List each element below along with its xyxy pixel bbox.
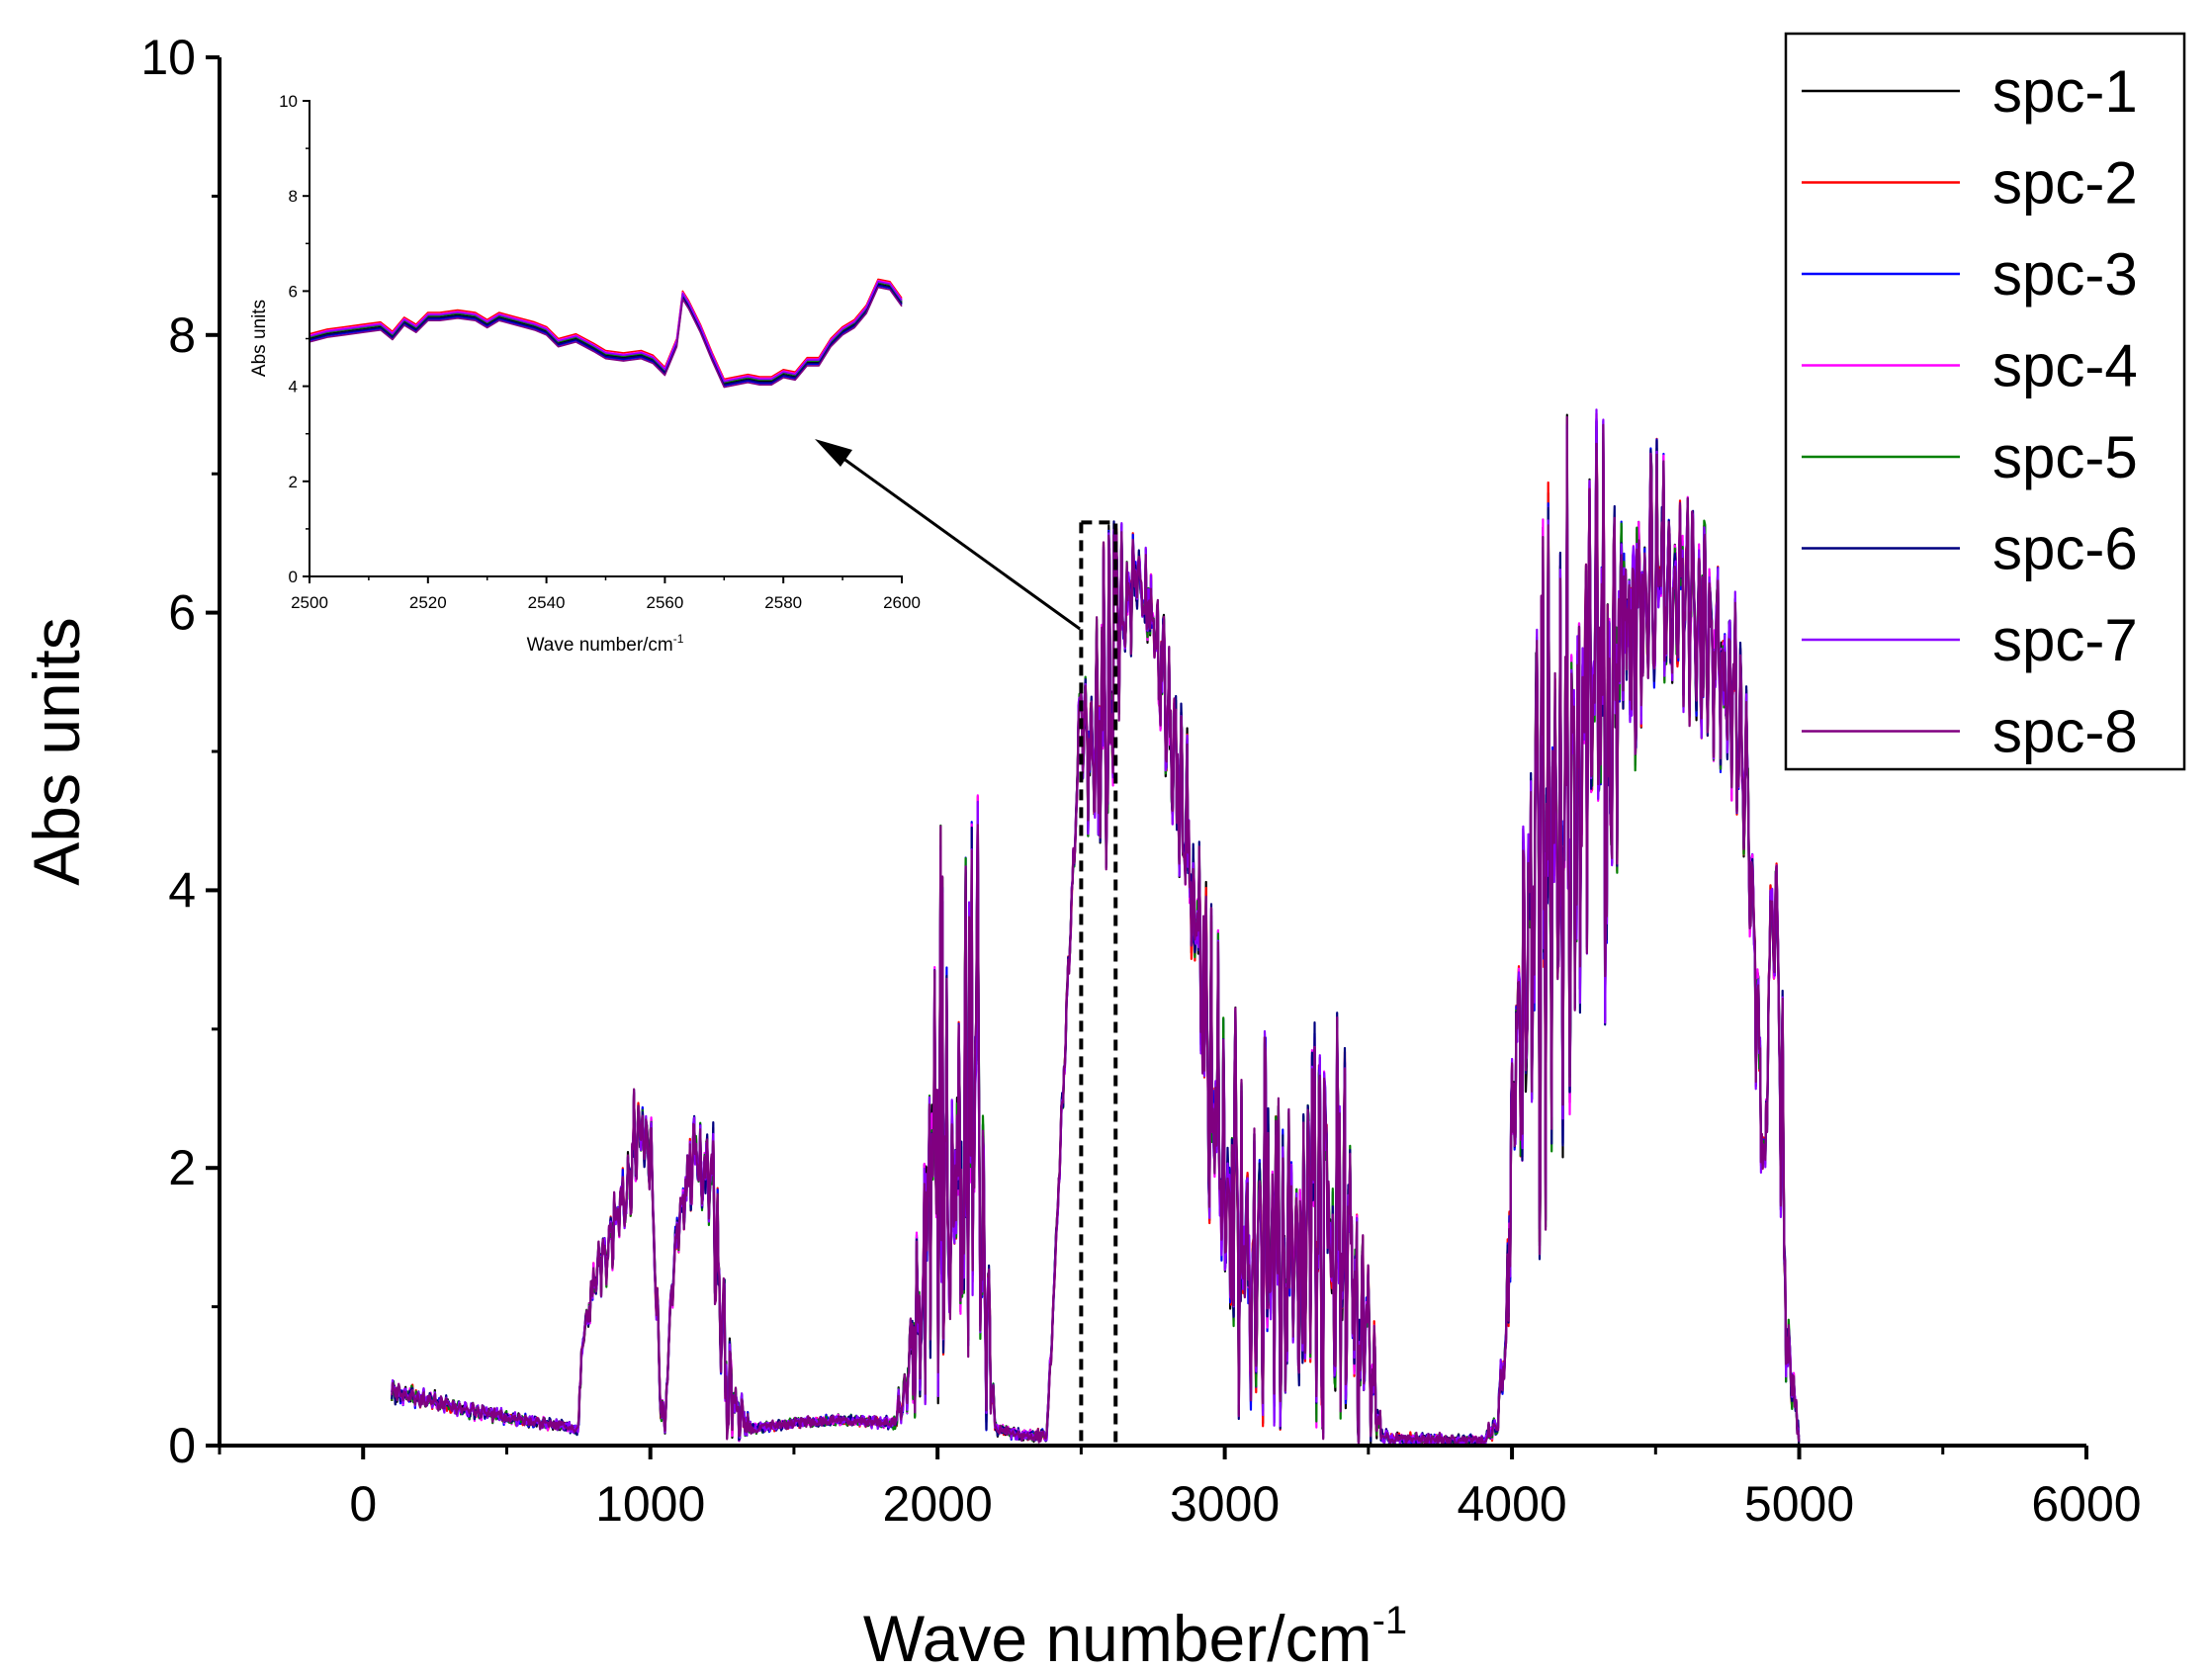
main-series-group bbox=[391, 408, 1801, 1448]
legend-label-spc-3: spc-3 bbox=[1992, 241, 2138, 308]
legend-items: spc-1 spc-2 spc-3 spc-4 spc-5 spc-6 spc-7 spc-8 bbox=[1802, 58, 2138, 765]
inset-x-tick-label: 2500 bbox=[291, 593, 328, 612]
main-x-tick-label: 5000 bbox=[1744, 1476, 1854, 1532]
main-y-tick-label: 10 bbox=[140, 30, 196, 85]
legend-label-spc-7: spc-7 bbox=[1992, 607, 2138, 673]
inset-x-tick-label: 2560 bbox=[646, 593, 683, 612]
inset-x-tick-label: 2540 bbox=[528, 593, 566, 612]
main-x-tick-label: 0 bbox=[349, 1476, 377, 1532]
legend-label-spc-4: spc-4 bbox=[1992, 333, 2138, 399]
inset-plot: 0 2 4 6 8 10 2500 2520 2540 2560 2580 2600 Abs uni… bbox=[249, 92, 921, 656]
inset-series-group bbox=[309, 278, 903, 389]
inset-x-tick-label: 2580 bbox=[764, 593, 802, 612]
legend: spc-1 spc-2 spc-3 spc-4 spc-5 spc-6 spc-7 spc-8 bbox=[1784, 32, 2186, 771]
legend-label-spc-5: spc-5 bbox=[1992, 424, 2138, 490]
inset-y-axis-title: Abs units bbox=[249, 300, 270, 377]
main-y-tick-label: 8 bbox=[168, 308, 196, 363]
inset-series-line-spc-8 bbox=[309, 286, 903, 389]
main-y-tick-label: 4 bbox=[168, 862, 196, 918]
zoom-arrow-head bbox=[815, 439, 852, 467]
main-x-tick-label: 4000 bbox=[1457, 1476, 1566, 1532]
main-x-tick-label: 2000 bbox=[883, 1476, 993, 1532]
inset-x-axis-title-superscript: -1 bbox=[673, 632, 684, 646]
main-x-axis-title-superscript: -1 bbox=[1372, 1599, 1408, 1642]
inset-y-tick-label: 6 bbox=[289, 282, 298, 301]
inset-x-tick-label: 2520 bbox=[409, 593, 447, 612]
main-y-ticks: 0 2 4 6 8 10 bbox=[140, 30, 220, 1473]
main-y-tick-label: 2 bbox=[168, 1140, 196, 1195]
zoom-arrow bbox=[815, 439, 1081, 631]
legend-label-spc-2: spc-2 bbox=[1992, 150, 2138, 217]
inset-series-line-spc-3 bbox=[309, 285, 903, 387]
inset-series-line-spc-2 bbox=[309, 278, 903, 381]
main-x-ticks: 0 1000 2000 3000 4000 5000 6000 bbox=[218, 1446, 2142, 1532]
inset-y-tick-label: 4 bbox=[289, 378, 298, 396]
main-y-tick-label: 0 bbox=[168, 1418, 196, 1473]
inset-series-line-spc-6 bbox=[309, 284, 903, 386]
legend-label-spc-1: spc-1 bbox=[1992, 58, 2138, 125]
zoom-arrow-line bbox=[835, 451, 1081, 631]
main-x-axis-title: Wave number/cm-1 bbox=[863, 1599, 1407, 1672]
main-series-line-spc-8 bbox=[391, 415, 1801, 1448]
inset-x-tick-label: 2600 bbox=[883, 593, 921, 612]
inset-x-ticks: 2500 2520 2540 2560 2580 2600 bbox=[291, 576, 921, 612]
main-x-tick-label: 3000 bbox=[1170, 1476, 1280, 1532]
inset-y-tick-label: 2 bbox=[289, 473, 298, 491]
main-plot: 0 2 4 6 8 10 0 1000 2000 3000 4000 5000 6000 Abs un… bbox=[20, 30, 2142, 1672]
inset-series-line-spc-1 bbox=[309, 283, 903, 385]
main-x-tick-label: 1000 bbox=[595, 1476, 705, 1532]
main-y-tick-label: 6 bbox=[168, 585, 196, 641]
main-y-axis-title: Abs units bbox=[20, 617, 93, 885]
legend-label-spc-6: spc-6 bbox=[1992, 516, 2138, 582]
legend-label-spc-8: spc-8 bbox=[1992, 699, 2138, 765]
inset-y-tick-label: 8 bbox=[289, 187, 298, 206]
inset-series-line-spc-7 bbox=[309, 281, 903, 383]
inset-y-tick-label: 0 bbox=[289, 568, 298, 586]
inset-y-tick-label: 10 bbox=[279, 92, 298, 111]
inset-x-axis-title: Wave number/cm-1 bbox=[527, 632, 684, 656]
legend-box bbox=[1784, 32, 2186, 771]
main-x-tick-label: 6000 bbox=[2031, 1476, 2141, 1532]
inset-y-ticks: 0 2 4 6 8 10 bbox=[279, 92, 310, 586]
